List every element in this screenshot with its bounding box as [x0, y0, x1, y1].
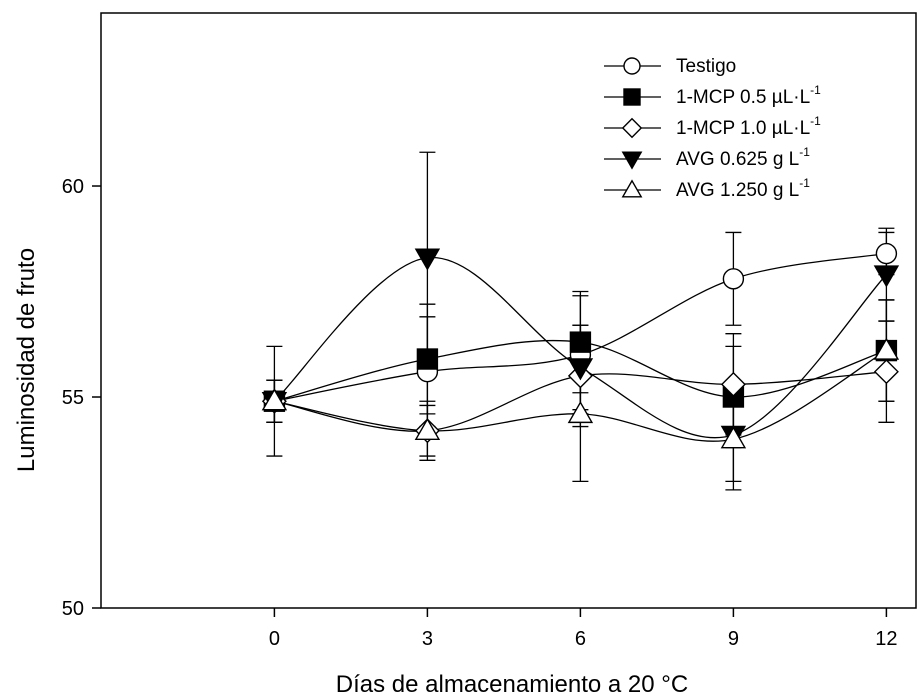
data-point — [722, 268, 745, 290]
legend-label-text: AVG 1.250 g L — [676, 180, 799, 201]
data-point — [569, 331, 592, 353]
legend-label-text: AVG 0.625 g L — [676, 149, 799, 170]
data-point — [873, 265, 900, 288]
y-axis-label: Luminosidad de fruto — [13, 248, 40, 472]
data-point — [873, 337, 900, 360]
legend-marker — [621, 117, 643, 139]
legend-label-superscript: -1 — [810, 114, 821, 128]
data-markers — [261, 242, 900, 449]
x-tick-label: 0 — [269, 628, 280, 650]
legend-label: Testigo — [676, 56, 736, 77]
axes: 0 3 6 9 12 50 55 60 — [62, 12, 917, 650]
legend-label-text: 1-MCP 1.0 µL·L — [676, 118, 810, 139]
legend-marker — [623, 57, 641, 75]
y-tick-label: 60 — [62, 176, 84, 198]
y-tick-label: 55 — [62, 387, 84, 409]
data-point — [414, 248, 441, 271]
x-tick-label: 9 — [728, 628, 739, 650]
x-tick-label: 12 — [875, 628, 897, 650]
data-point — [720, 426, 747, 449]
legend-label: AVG 0.625 g L-1 — [676, 145, 810, 170]
legend-label-text: Testigo — [676, 56, 736, 77]
x-axis-label: Días de almacenamiento a 20 °C — [336, 671, 688, 698]
data-point — [875, 242, 898, 265]
legend-label-text: 1-MCP 0.5 µL·L — [676, 87, 810, 108]
legend-marker — [621, 179, 643, 198]
data-point — [873, 359, 899, 385]
y-tick-label: 50 — [62, 598, 84, 620]
legend-marker — [623, 88, 641, 106]
data-point — [567, 400, 594, 424]
error-bars — [266, 151, 895, 491]
legend-label-superscript: -1 — [799, 176, 810, 190]
legend-marker — [621, 151, 643, 170]
legend-label-superscript: -1 — [810, 83, 821, 97]
data-point — [414, 417, 441, 440]
plot-frame — [100, 12, 917, 609]
legend-label: 1-MCP 1.0 µL·L-1 — [676, 114, 821, 139]
data-point — [567, 358, 594, 381]
legend-label: AVG 1.250 g L-1 — [676, 176, 810, 201]
x-tick-label: 3 — [422, 628, 433, 650]
legend-label: 1-MCP 0.5 µL·L-1 — [676, 83, 821, 108]
legend-label-superscript: -1 — [799, 145, 810, 159]
x-tick-label: 6 — [575, 628, 586, 650]
data-point — [416, 348, 439, 370]
data-point — [720, 371, 746, 397]
data-point — [261, 388, 288, 411]
